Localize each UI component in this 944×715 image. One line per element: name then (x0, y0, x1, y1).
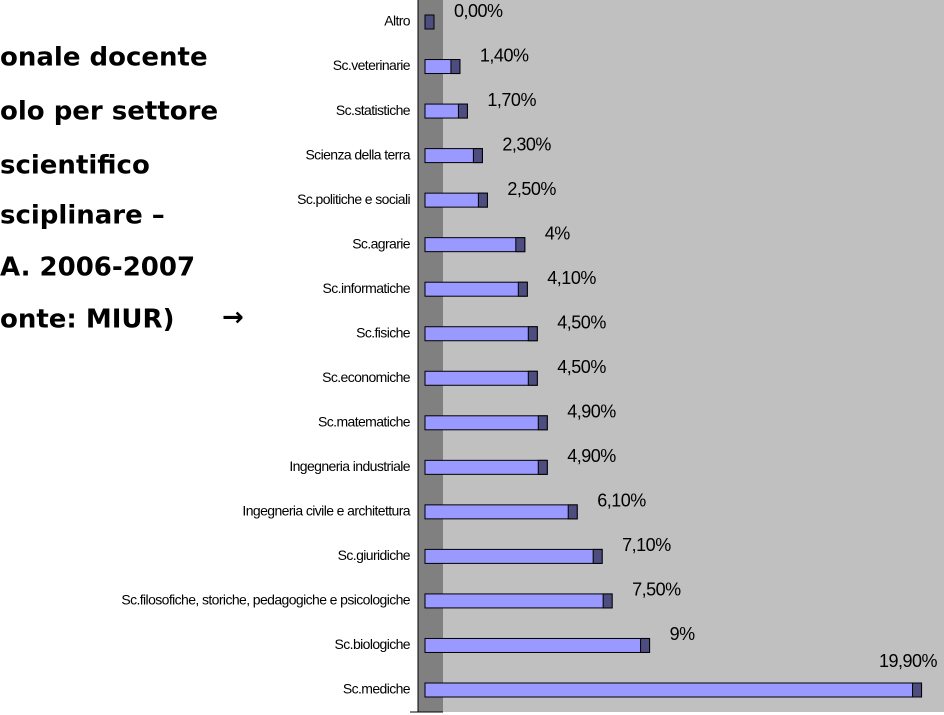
category-label: Sc.matematiche (318, 414, 411, 430)
bar-end (527, 326, 538, 342)
bar-end (457, 103, 468, 119)
category-label: Sc.agrarie (352, 235, 411, 251)
value-label: 2,50% (507, 179, 556, 199)
value-label: 4,50% (557, 357, 606, 377)
title-line: scientifico (0, 151, 150, 181)
value-label: 1,70% (487, 90, 536, 110)
title-line: A. 2006-2007 (0, 253, 195, 283)
bar-end (477, 192, 488, 208)
bar-end (517, 281, 528, 297)
value-label: 6,10% (597, 491, 646, 511)
plot-background (443, 0, 944, 712)
value-label: 0,00% (454, 1, 503, 21)
value-label: 4,10% (547, 268, 596, 288)
bar (424, 237, 526, 253)
bar (424, 370, 538, 386)
bar-end (424, 14, 435, 30)
bar (424, 682, 923, 698)
category-label: Sc.fisiche (356, 324, 411, 340)
category-label: Ingegneria civile e architettura (242, 503, 410, 519)
bar-end (527, 370, 538, 386)
category-label: Sc.veterinarie (333, 57, 411, 73)
bar (424, 415, 548, 431)
value-label: 4% (545, 223, 571, 243)
value-label: 1,40% (480, 45, 529, 65)
bar (424, 326, 538, 342)
bar (424, 637, 651, 653)
category-label: Sc.filosofiche, storiche, pedagogiche e … (121, 592, 410, 608)
value-label: 9% (670, 624, 696, 644)
bar-end (515, 237, 526, 253)
category-label: Sc.biologiche (335, 636, 411, 652)
bar-end (640, 637, 651, 653)
bar (424, 281, 528, 297)
category-label: Sc.informatiche (323, 280, 411, 296)
bar-end (472, 148, 483, 164)
category-label: Sc.economiche (322, 369, 411, 385)
category-label: Sc.politiche e sociali (297, 191, 410, 207)
bar (424, 459, 548, 475)
value-label: 19,90% (879, 651, 938, 671)
title-line: sciplinare – (0, 201, 165, 231)
bar-end (567, 504, 578, 520)
plot-wall (418, 0, 443, 712)
value-label: 2,30% (502, 134, 551, 154)
category-label: Altro (384, 13, 411, 29)
category-label: Ingegneria industriale (289, 458, 410, 474)
category-label: Scienza della terra (305, 146, 410, 162)
bar (424, 504, 578, 520)
value-label: 4,90% (567, 446, 616, 466)
bar-end (912, 682, 923, 698)
title-line: olo per settore (0, 97, 218, 127)
arrow-annotation: → (222, 303, 244, 333)
value-label: 4,90% (567, 402, 616, 422)
bar-end (537, 459, 548, 475)
bar-end (450, 59, 461, 75)
value-label: 7,50% (632, 580, 681, 600)
title-line: onale docente (0, 43, 208, 73)
category-label: Sc.giuridiche (338, 547, 411, 563)
bar (424, 593, 613, 609)
bar (424, 548, 603, 564)
value-label: 7,10% (622, 535, 671, 555)
title-line: onte: MIUR) (0, 305, 174, 335)
value-label: 4,50% (557, 312, 606, 332)
bar-end (602, 593, 613, 609)
bar-end (592, 548, 603, 564)
category-label: Sc.statistiche (336, 102, 411, 118)
bar-end (537, 415, 548, 431)
category-label: Sc.mediche (343, 681, 411, 697)
